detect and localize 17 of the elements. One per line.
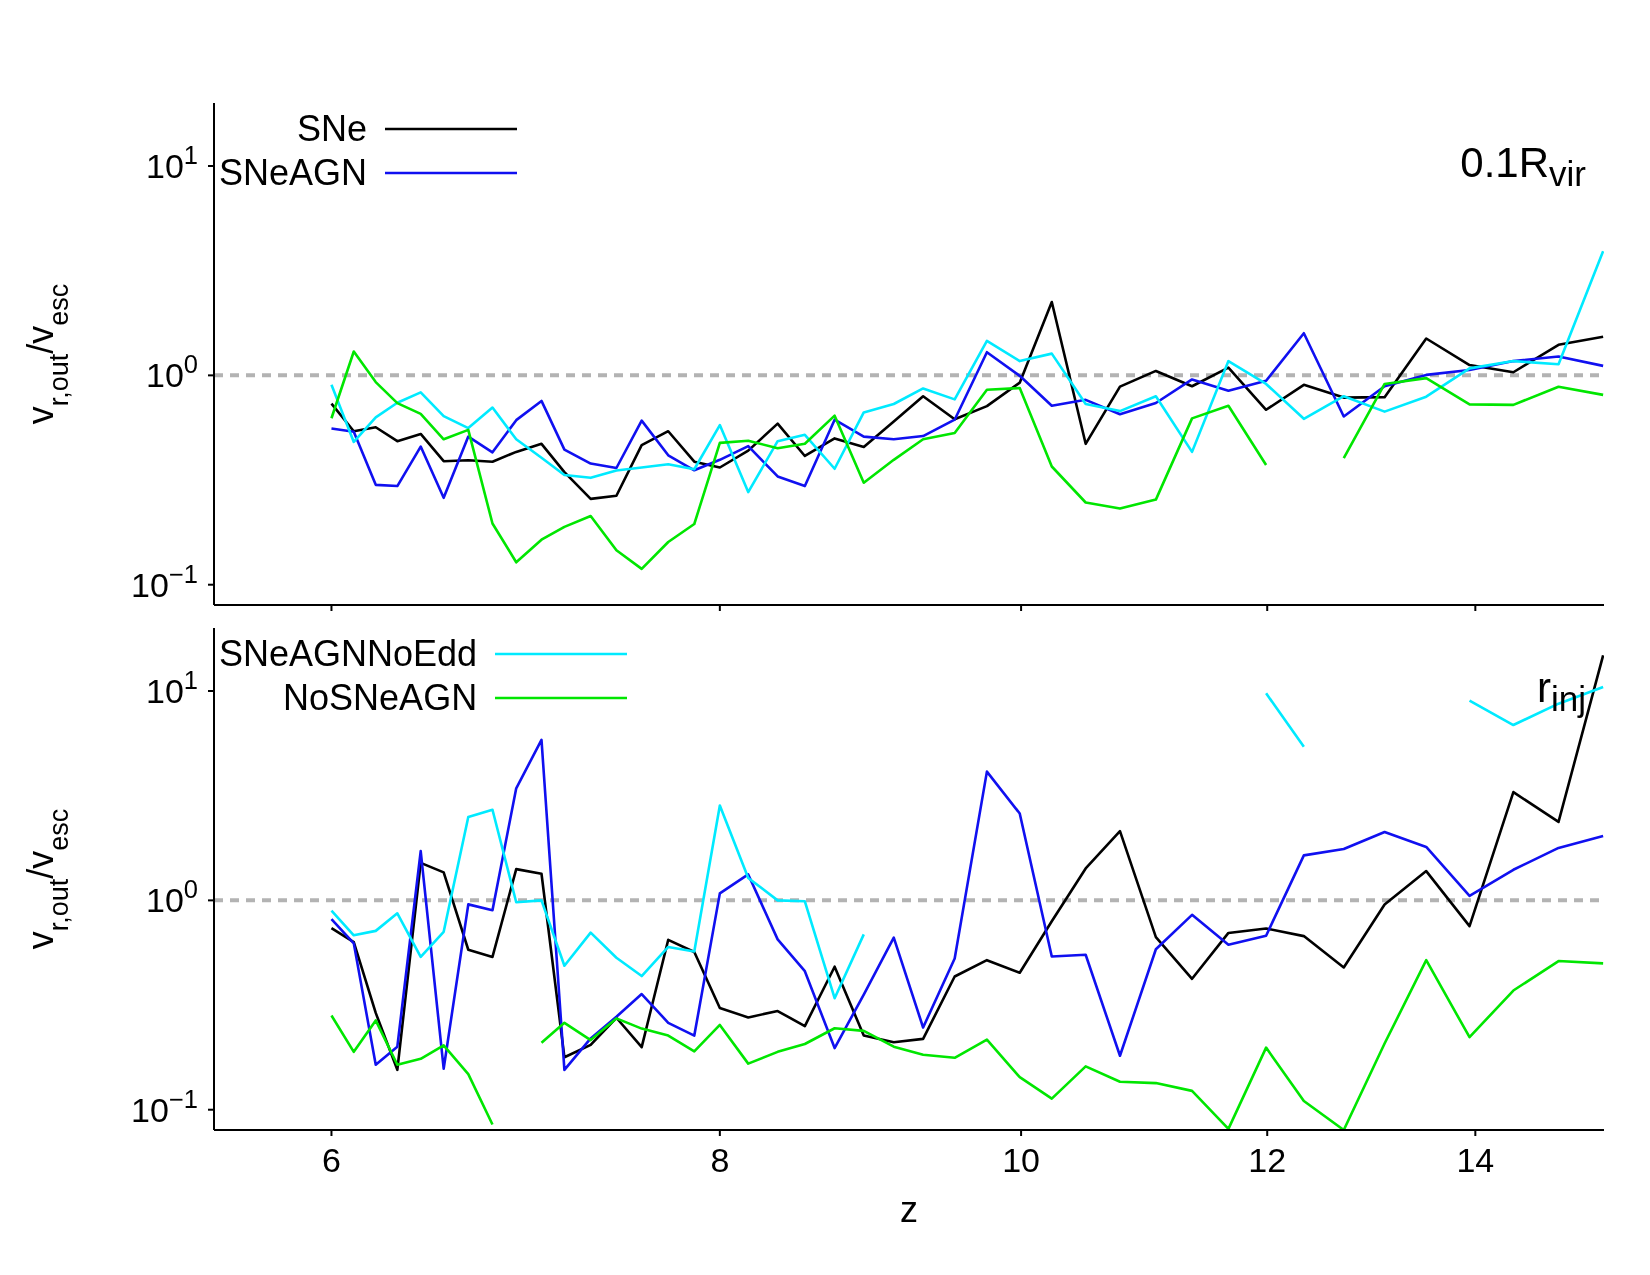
legend-label: SNeAGNNoEdd [219,632,478,676]
legend-label: SNe [297,107,368,151]
x-axis-title: z [900,1189,918,1230]
x-tick-label: 14 [1456,1141,1495,1179]
legend-label: SNeAGN [219,151,368,195]
x-tick-label: 6 [322,1141,341,1179]
y-tick-label: 10$^{−1}$ [131,559,198,604]
annotation: 0.1R$_{vir}$ [1460,139,1586,195]
y-tick-label: 10$^{0}$ [145,350,198,395]
y-tick-label: 10$^{1}$ [145,666,198,711]
x-tick-label: 12 [1248,1141,1287,1179]
legend-label: NoSNeAGN [283,676,478,720]
y-tick-label: 10$^{1}$ [145,141,198,186]
x-tick-label: 10 [1002,1141,1040,1179]
y-tick-label: 10$^{0}$ [145,875,198,920]
x-tick-label: 8 [710,1141,730,1179]
y-tick-label: 10$^{−1}$ [131,1084,198,1129]
